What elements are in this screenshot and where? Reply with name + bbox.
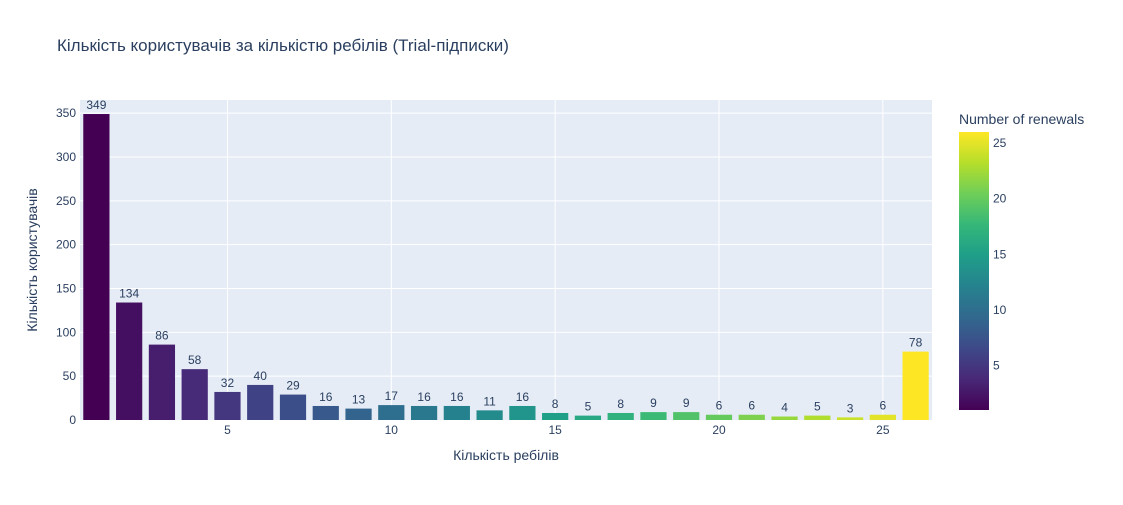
bar — [116, 302, 143, 420]
bar — [738, 414, 765, 420]
bar — [345, 408, 372, 420]
y-tick-label: 100 — [56, 325, 76, 339]
bar — [443, 405, 470, 420]
bar — [509, 405, 536, 420]
bar — [181, 369, 208, 420]
bar-data-label: 11 — [483, 394, 496, 408]
x-axis-ticks: 5 10 15 20 25 — [224, 423, 890, 437]
bar — [476, 410, 503, 420]
bar — [771, 416, 798, 420]
colorbar-tick-label: 25 — [993, 136, 1007, 150]
bar-data-label: 5 — [814, 400, 821, 414]
y-axis-title: Кількість користувачів — [24, 188, 40, 331]
colorbar-tick-label: 15 — [993, 247, 1007, 261]
bar — [673, 412, 700, 420]
bar — [378, 405, 405, 420]
colorbar-tick-label: 20 — [993, 192, 1007, 206]
bar-data-label: 5 — [585, 400, 592, 414]
bar-data-label: 32 — [221, 376, 235, 390]
bar-data-label: 29 — [286, 379, 300, 393]
bar — [542, 412, 569, 420]
bar-data-label: 16 — [319, 390, 333, 404]
x-tick-label: 25 — [876, 423, 890, 437]
grid-lines — [80, 100, 932, 420]
bar — [148, 344, 176, 420]
bar — [836, 417, 864, 420]
colorbar-ticks: 5 10 15 20 25 — [993, 136, 1007, 372]
bar-data-label: 16 — [516, 390, 530, 404]
x-tick-label: 10 — [385, 423, 399, 437]
bar — [902, 351, 929, 420]
bar-data-label: 40 — [254, 369, 268, 383]
bar-data-label: 86 — [155, 329, 169, 343]
y-tick-label: 300 — [56, 150, 76, 164]
bar-data-label: 4 — [781, 400, 788, 414]
bar-data-label: 16 — [450, 390, 464, 404]
bar-data-label: 9 — [683, 396, 690, 410]
bar-data-label: 78 — [909, 336, 923, 350]
bar-data-label: 8 — [552, 397, 559, 411]
bar — [705, 414, 733, 420]
plot-area — [80, 100, 932, 420]
bar — [607, 412, 634, 420]
colorbar-title: Number of renewals — [959, 111, 1084, 127]
bar — [247, 384, 274, 420]
bar-data-label: 17 — [385, 389, 399, 403]
bar-data-label: 349 — [86, 98, 106, 112]
bar-data-label: 6 — [880, 399, 887, 413]
bar-data-label: 13 — [352, 393, 366, 407]
bar-data-label: 58 — [188, 353, 202, 367]
bar — [640, 412, 667, 420]
x-tick-label: 20 — [712, 423, 726, 437]
y-tick-label: 0 — [69, 413, 76, 427]
colorbar-tick-label: 10 — [993, 303, 1007, 317]
bar-data-label: 8 — [617, 397, 624, 411]
y-axis-ticks: 0 50 100 150 200 250 300 350 — [56, 106, 76, 427]
x-tick-label: 15 — [548, 423, 562, 437]
bar-data-label: 6 — [748, 399, 755, 413]
bar — [574, 415, 602, 420]
bar — [410, 405, 438, 420]
y-tick-label: 200 — [56, 238, 76, 252]
colorbar-tick-label: 5 — [993, 359, 1000, 373]
bar-data-label: 134 — [119, 287, 139, 301]
bar — [804, 415, 831, 420]
bar-data-label: 3 — [847, 401, 854, 415]
bar-data-label: 9 — [650, 396, 657, 410]
bar-data-label: 6 — [716, 399, 723, 413]
y-tick-label: 150 — [56, 281, 76, 295]
x-axis-title: Кількість ребілів — [453, 447, 559, 463]
x-tick-label: 5 — [224, 423, 231, 437]
bar — [312, 405, 339, 420]
bar — [279, 394, 307, 420]
bar — [869, 414, 896, 420]
bar — [83, 114, 110, 420]
y-tick-label: 350 — [56, 106, 76, 120]
bar-data-label: 16 — [417, 390, 431, 404]
y-tick-label: 50 — [63, 369, 77, 383]
bar — [214, 391, 241, 420]
chart-title: Кількість користувачів за кількістю ребі… — [57, 36, 509, 55]
colorbar — [959, 132, 989, 410]
bars — [83, 114, 929, 420]
y-tick-label: 250 — [56, 194, 76, 208]
